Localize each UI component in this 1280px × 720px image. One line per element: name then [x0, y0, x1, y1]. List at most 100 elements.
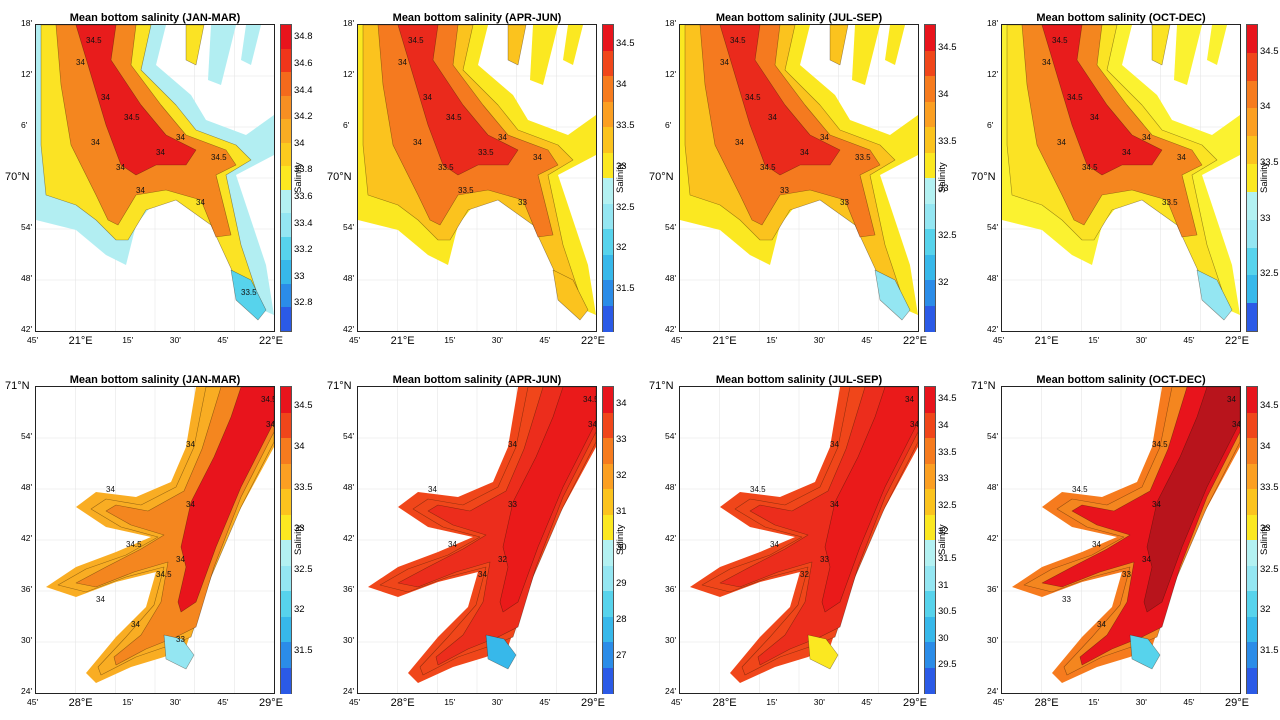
colorbar-segment [925, 412, 935, 439]
colorbar-segment [925, 25, 935, 51]
y-tick-label: 54' [987, 222, 999, 232]
colorbar-segment [925, 101, 935, 128]
y-tick-label: 70°N [649, 171, 674, 183]
y-tick-label: 24' [343, 686, 355, 696]
contour-label: 34 [186, 500, 195, 509]
colorbar-segment [1247, 387, 1257, 413]
colorbar-segment [603, 280, 613, 306]
colorbar-tick-label: 32.5 [616, 201, 635, 213]
colorbar-label: Salinity [615, 524, 626, 555]
colorbar-segment [281, 283, 291, 308]
contour-label: 33.5 [1162, 198, 1178, 207]
contour-label: 34.5 [583, 395, 596, 404]
salinity-region-deep [397, 25, 519, 176]
colorbar-tick-label: 33.2 [294, 244, 313, 256]
colorbar [924, 24, 936, 332]
salinity-region-inlet [552, 269, 589, 321]
colorbar-segment [603, 178, 613, 204]
contour-label: 34 [101, 93, 110, 102]
contour-label: 34 [131, 620, 140, 629]
colorbar-tick-label: 28 [616, 614, 627, 625]
y-tick-label: 54' [21, 431, 33, 441]
colorbar-tick-label: 33.5 [1260, 482, 1279, 493]
panel-title: Mean bottom salinity (JUL-SEP) [715, 374, 883, 386]
contour-label: 34 [91, 138, 100, 147]
contour-label: 34.5 [750, 485, 766, 494]
colorbar-segment [603, 489, 613, 515]
map-area: 34.5 34 34 34.5 34 34 34 34.5 34 34 34 33.5 [35, 24, 275, 332]
colorbar-segment [1247, 591, 1257, 617]
y-tick-label: 71°N [971, 380, 996, 392]
x-tick-label: 30' [491, 335, 503, 345]
contour-label: 33 [518, 198, 527, 207]
colorbar-tick-label: 30.5 [938, 606, 957, 618]
colorbar-segment [281, 540, 291, 566]
y-tick-label: 42' [343, 533, 355, 543]
colorbar-segment [281, 616, 291, 643]
colorbar-tick-label: 31.5 [938, 552, 957, 564]
x-tick-label: 45' [349, 335, 361, 345]
colorbar-segment [1247, 616, 1257, 643]
colorbar [1246, 386, 1258, 694]
colorbar-tick-label: 34.5 [938, 41, 957, 53]
colorbar-tick-label: 34.6 [294, 57, 313, 69]
salinity-region-inlet [485, 634, 517, 670]
contour-label: 34 [106, 485, 115, 494]
y-tick-label: 54' [665, 222, 677, 232]
salinity-region-deep [1143, 387, 1240, 613]
map-panel: Mean bottom salinity (APR-JUN)34.5343434… [327, 362, 637, 717]
salinity-map: 34 34 34.5 34.5 34 34 34 33 33 34 [1002, 387, 1240, 693]
colorbar-tick-label: 33.5 [294, 482, 313, 493]
x-tick-label: 29°E [581, 697, 605, 709]
salinity-map: 34 34 34 34.5 34 34 33 32 [680, 387, 918, 693]
y-tick-label: 42' [21, 533, 33, 543]
y-tick-label: 24' [987, 686, 999, 696]
x-tick-label: 15' [122, 335, 134, 345]
salinity-region-inlet [163, 634, 195, 670]
contour-label: 34 [1090, 113, 1099, 122]
colorbar-label: Salinity [937, 524, 948, 555]
colorbar-segment [281, 412, 291, 439]
colorbar-segment [925, 438, 935, 464]
salinity-region-coast [852, 25, 880, 85]
y-tick-label: 30' [665, 635, 677, 645]
x-tick-label: 22°E [581, 335, 605, 347]
colorbar-tick-label: 33 [1260, 522, 1271, 534]
colorbar-tick-label: 34.5 [1260, 400, 1279, 412]
colorbar-tick-label: 34 [616, 398, 627, 409]
y-tick-label: 12' [343, 69, 355, 79]
colorbar-segment [603, 642, 613, 668]
colorbar-segment [603, 438, 613, 464]
colorbar-segment [925, 305, 935, 332]
contour-label: 34 [428, 485, 437, 494]
colorbar-segment [1247, 25, 1257, 54]
colorbar-tick-label: 33 [938, 182, 949, 194]
colorbar-tick-label: 32.8 [294, 297, 313, 309]
x-tick-label: 45' [539, 335, 551, 345]
colorbar-tick-label: 34 [294, 137, 305, 149]
colorbar-segment [281, 438, 291, 464]
colorbar-segment [925, 667, 935, 694]
x-tick-label: 45' [217, 697, 229, 707]
contour-label: 34.5 [745, 93, 761, 102]
colorbar-tick-label: 34.4 [294, 84, 313, 96]
map-panel: Mean bottom salinity (JAN-MAR)34.5343434… [5, 362, 315, 717]
panel-title: Mean bottom salinity (OCT-DEC) [1036, 374, 1206, 386]
contour-label: 34 [820, 133, 829, 142]
x-tick-label: 45' [861, 335, 873, 345]
y-tick-label: 54' [987, 431, 999, 441]
colorbar [1246, 24, 1258, 332]
colorbar-label: Salinity [1259, 524, 1270, 555]
colorbar-tick-label: 32 [294, 604, 305, 616]
salinity-region-coast [563, 25, 583, 65]
y-tick-label: 12' [665, 69, 677, 79]
colorbar-segment [925, 387, 935, 413]
x-tick-label: 15' [444, 697, 456, 707]
colorbar-label: Salinity [615, 162, 626, 193]
colorbar-label: Salinity [1259, 162, 1270, 193]
x-tick-label: 21°E [68, 335, 93, 347]
map-area: 34.5 34 34.5 34 34 34.5 34 33.5 34 33 33 [679, 24, 919, 332]
map-panel: Mean bottom salinity (OCT-DEC)343434.534… [971, 362, 1280, 717]
salinity-region-deep [1041, 25, 1163, 176]
y-tick-label: 12' [987, 69, 999, 79]
